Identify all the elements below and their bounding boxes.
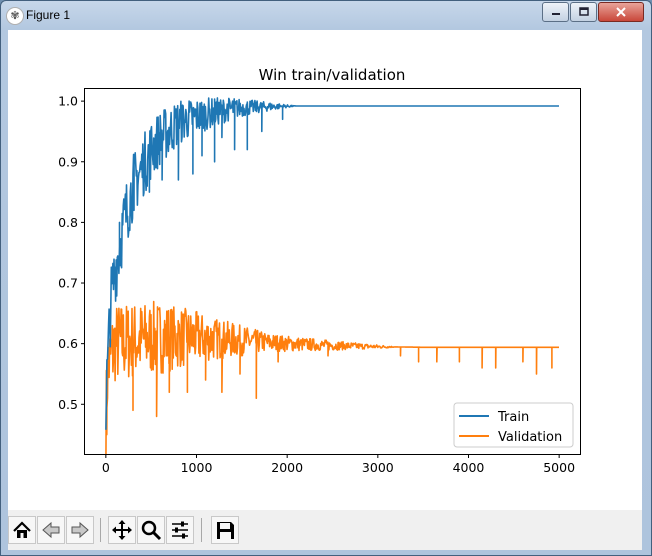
title-bar[interactable]: ✾ Figure 1 — [1, 1, 651, 29]
y-tick-label: 0.7 — [58, 276, 78, 291]
back-button[interactable] — [37, 516, 65, 544]
minimize-button[interactable] — [542, 2, 569, 22]
maximize-icon — [578, 7, 589, 16]
series-line-validation — [105, 300, 560, 454]
minimize-icon — [551, 13, 560, 15]
configure-subplots-button[interactable] — [166, 516, 194, 544]
window-title: Figure 1 — [26, 8, 71, 22]
toolbar-separator — [201, 518, 202, 542]
y-tick-label: 1.0 — [58, 94, 78, 109]
back-arrow-icon — [42, 521, 60, 539]
x-tick-label: 3000 — [362, 460, 394, 475]
x-tick-label: 5000 — [543, 460, 575, 475]
close-button[interactable] — [598, 2, 644, 22]
legend-validation-label: Validation — [498, 430, 562, 445]
zoom-icon — [141, 520, 162, 541]
y-tick-label: 0.8 — [58, 215, 78, 230]
forward-arrow-icon — [71, 521, 89, 539]
home-button[interactable] — [8, 516, 36, 544]
configure-subplots-icon — [172, 521, 188, 539]
forward-button[interactable] — [66, 516, 94, 544]
y-tick-label: 0.6 — [58, 336, 78, 351]
legend-train-label: Train — [497, 410, 529, 425]
x-tick-label: 2000 — [271, 460, 303, 475]
y-tick-label: 0.9 — [58, 154, 78, 169]
pan-button[interactable] — [108, 516, 136, 544]
y-tick-label: 0.5 — [58, 397, 78, 412]
pan-icon — [112, 520, 132, 540]
ticks-layer: 0 1000 2000 3000 4000 5000 0.5 0.6 0.7 0.8 0.9 1.0 — [58, 94, 575, 475]
save-icon — [217, 522, 234, 539]
series-line-train — [105, 97, 560, 430]
toolbar-separator — [100, 518, 101, 542]
x-tick-label: 0 — [102, 460, 110, 475]
legend: Train Validation — [453, 402, 574, 448]
x-tick-label: 4000 — [453, 460, 485, 475]
series-layer — [105, 97, 560, 454]
maximize-button[interactable] — [570, 2, 597, 22]
home-icon — [13, 521, 31, 538]
zoom-button[interactable] — [137, 516, 165, 544]
close-icon — [616, 7, 626, 17]
matplotlib-icon: ✾ — [6, 7, 24, 25]
navigation-toolbar — [8, 510, 642, 550]
save-button[interactable] — [211, 516, 239, 544]
x-tick-label: 1000 — [181, 460, 213, 475]
chart-title: Win train/validation — [259, 66, 406, 84]
figure-canvas[interactable]: Win train/validation 0 1000 2000 3000 4000 50… — [8, 30, 642, 510]
figure-canvas-area: Win train/validation 0 1000 2000 3000 4000 50… — [8, 30, 642, 550]
